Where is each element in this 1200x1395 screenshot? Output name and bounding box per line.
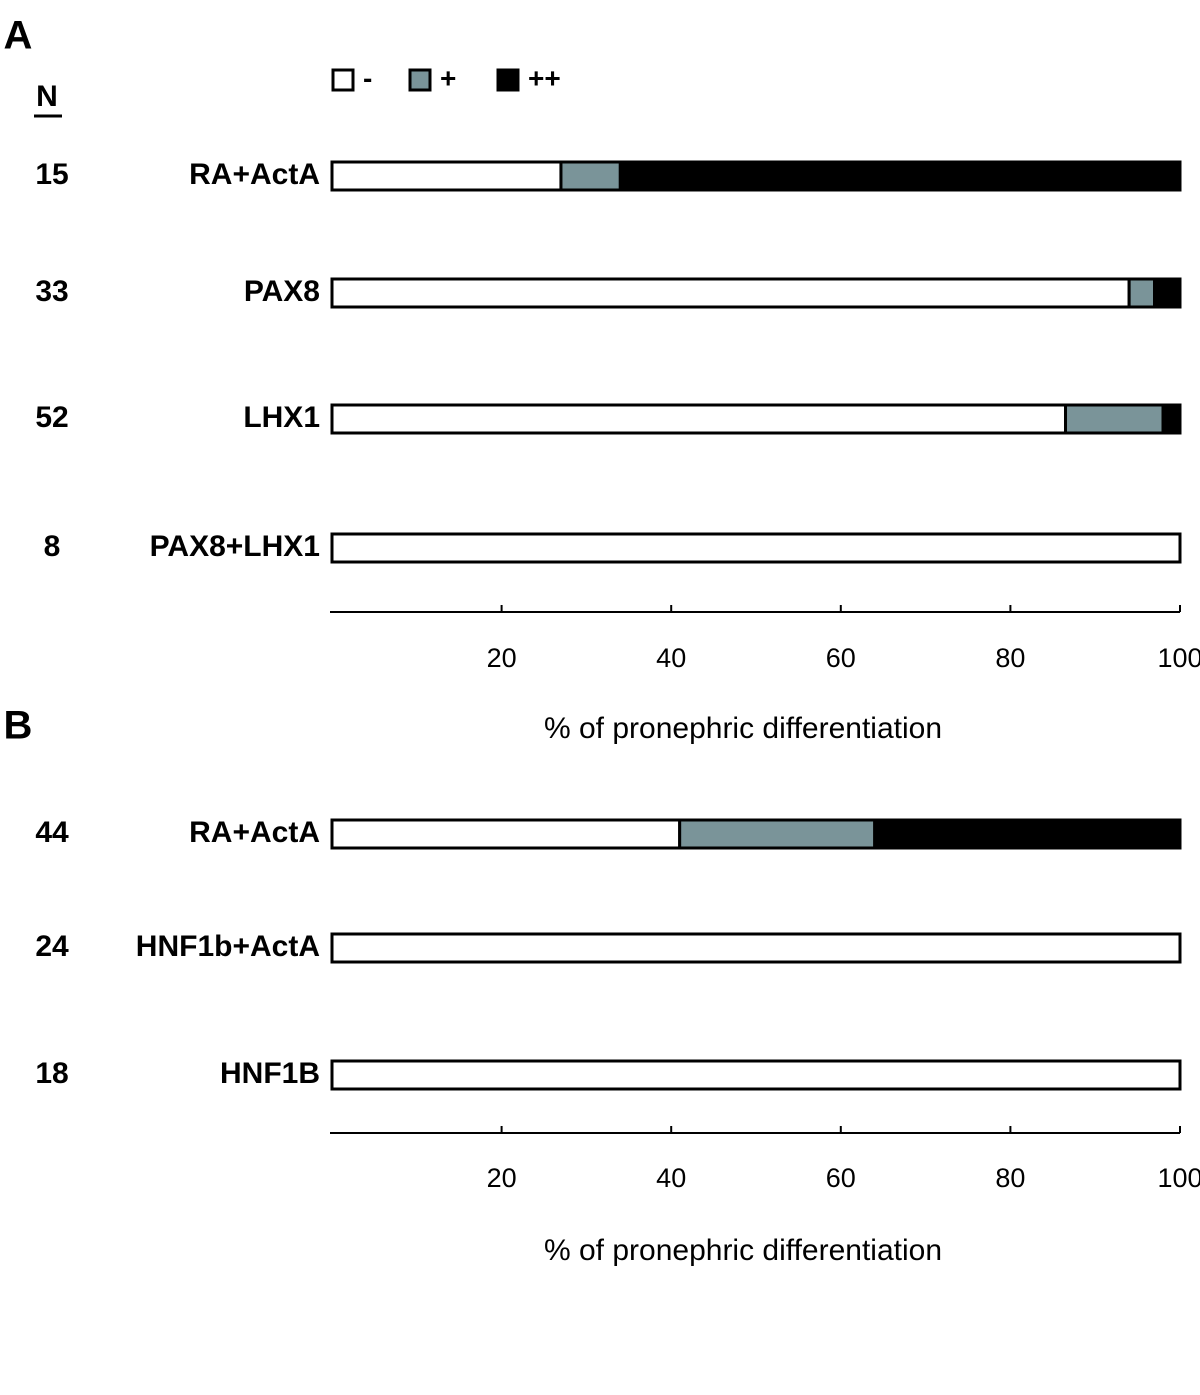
x-tick-label: 80 (995, 1163, 1025, 1193)
legend-swatch (331, 68, 355, 92)
x-axis-label: % of pronephric differentiation (544, 712, 942, 745)
legend-swatch (496, 68, 520, 92)
category-label: PAX8 (244, 275, 320, 308)
panel-label: A (4, 14, 33, 58)
legend-label: + (440, 62, 456, 93)
bar-segment (1153, 277, 1182, 309)
bar-segment (678, 818, 877, 850)
bar-segment (330, 1059, 1182, 1091)
bar-segment (330, 818, 682, 850)
category-label: HNF1b+ActA (136, 930, 320, 963)
bar-segment (330, 277, 1131, 309)
legend-label: ++ (528, 62, 561, 93)
legend-swatch (408, 68, 432, 92)
n-count: 44 (35, 816, 69, 849)
x-tick-label: 100 (1157, 643, 1200, 673)
category-label: LHX1 (243, 401, 320, 434)
bar-segment (559, 160, 622, 192)
x-tick-label: 60 (826, 1163, 856, 1193)
n-header: N (36, 80, 58, 113)
bar-segment (330, 403, 1068, 435)
x-tick-label: 40 (656, 643, 686, 673)
legend-label: - (363, 62, 372, 93)
n-count: 15 (35, 158, 68, 191)
x-tick-label: 20 (487, 1163, 517, 1193)
bar-segment (330, 932, 1182, 964)
bar-segment (330, 160, 563, 192)
category-label: RA+ActA (189, 158, 320, 191)
x-axis-label: % of pronephric differentiation (544, 1234, 942, 1267)
bar-segment (1127, 277, 1157, 309)
category-label: PAX8+LHX1 (150, 530, 320, 563)
n-count: 24 (35, 930, 69, 963)
bar-segment (1064, 403, 1165, 435)
bar-segment (330, 532, 1182, 564)
x-tick-label: 20 (487, 643, 517, 673)
x-tick-label: 60 (826, 643, 856, 673)
panel-label: B (4, 704, 33, 748)
category-label: HNF1B (220, 1057, 320, 1090)
x-tick-label: 100 (1157, 1163, 1200, 1193)
x-tick-label: 80 (995, 643, 1025, 673)
bar-segment (873, 818, 1182, 850)
x-tick-label: 40 (656, 1163, 686, 1193)
bar-segment (618, 160, 1182, 192)
n-count: 8 (44, 530, 61, 563)
category-label: RA+ActA (189, 816, 320, 849)
n-count: 18 (35, 1057, 68, 1090)
bar-segment (1161, 403, 1182, 435)
n-count: 33 (35, 275, 68, 308)
n-count: 52 (35, 401, 68, 434)
